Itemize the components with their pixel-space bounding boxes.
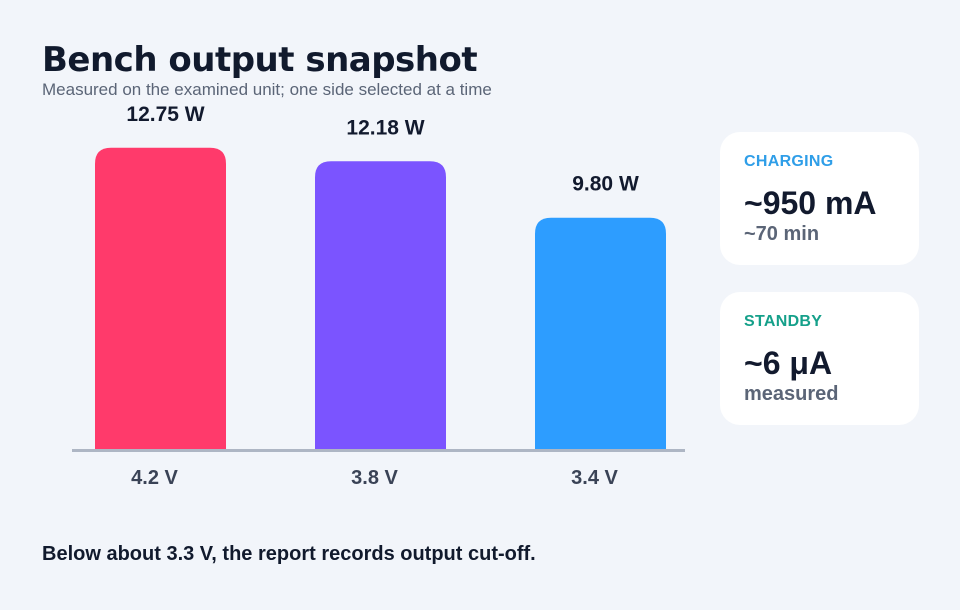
standby-card-value: ~6 μA xyxy=(744,345,833,381)
standby-card-label: STANDBY xyxy=(744,313,823,330)
bar-value-label-1: 12.18 W xyxy=(346,116,424,139)
bar-chart: 12.75 W 4.2 V 12.18 W 3.8 V 9.80 W 3.4 V xyxy=(72,103,685,489)
x-tick-label-1: 3.8 V xyxy=(351,467,398,489)
charging-card-subtext: ~70 min xyxy=(744,223,820,245)
bar-1 xyxy=(315,161,446,451)
x-tick-label-0: 4.2 V xyxy=(131,467,178,489)
charging-card-value: ~950 mA xyxy=(744,185,877,221)
bars-layer xyxy=(95,147,666,451)
bar-0 xyxy=(95,147,226,450)
charging-card-label: CHARGING xyxy=(744,153,834,170)
charging-card: CHARGING ~950 mA ~70 min xyxy=(720,132,919,265)
x-tick-label-2: 3.4 V xyxy=(571,467,618,489)
chart-title: Bench output snapshot xyxy=(42,40,478,80)
bar-value-label-0: 12.75 W xyxy=(126,103,204,126)
standby-card-subtext: measured xyxy=(744,383,839,405)
chart-subtitle: Measured on the examined unit; one side … xyxy=(42,80,492,99)
standby-card: STANDBY ~6 μA measured xyxy=(720,292,919,425)
labels-layer: 12.75 W 4.2 V 12.18 W 3.8 V 9.80 W 3.4 V xyxy=(126,103,639,489)
bar-value-label-2: 9.80 W xyxy=(572,173,639,196)
bar-2 xyxy=(535,217,666,450)
footnote: Below about 3.3 V, the report records ou… xyxy=(42,543,536,565)
